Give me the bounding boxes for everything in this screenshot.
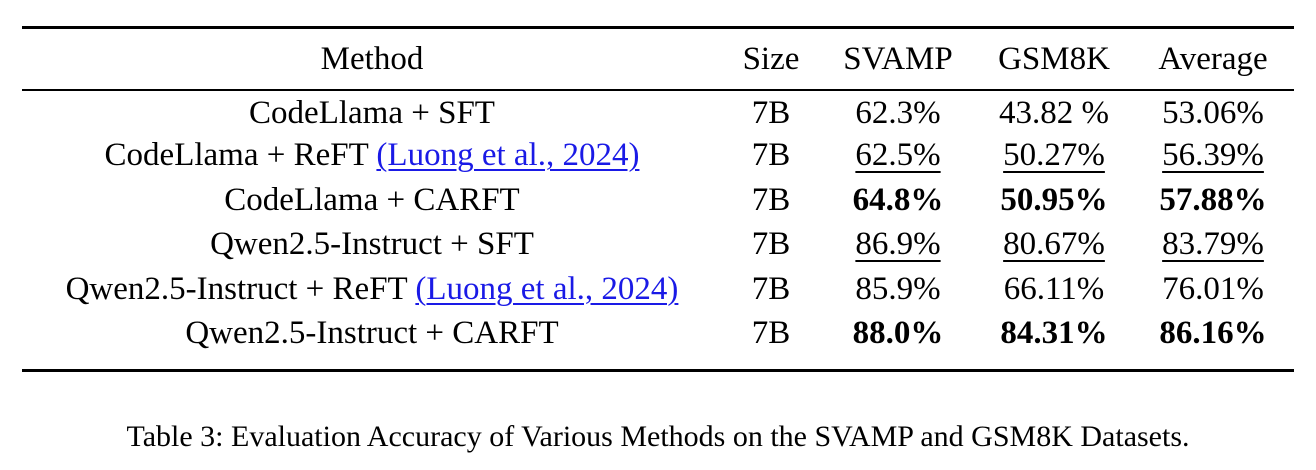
table-row: Qwen2.5-Instruct + ReFT (Luong et al., 2… [22, 267, 1294, 312]
svamp-value: 85.9% [855, 270, 941, 307]
table-header-rule [22, 89, 1294, 91]
table-caption: Table 3: Evaluation Accuracy of Various … [126, 420, 1190, 453]
citation-link[interactable]: (Luong et al., 2024) [376, 137, 640, 174]
svamp-cell: 86.9% [820, 223, 976, 268]
size-cell: 7B [751, 226, 791, 263]
gsm8k-cell: 84.31% [976, 312, 1132, 357]
table-bottom-rule [22, 369, 1294, 372]
gsm8k-cell: 66.11% [976, 267, 1132, 312]
method-name: Qwen2.5-Instruct + CARFT [185, 315, 559, 352]
table-top-rule [22, 26, 1294, 29]
svamp-cell: 62.3% [820, 89, 976, 134]
method-cell: Qwen2.5-Instruct + SFT [22, 223, 722, 268]
table-header: Method Size SVAMP GSM8K Average [22, 29, 1294, 89]
average-value: 76.01% [1162, 270, 1264, 307]
method-cell: CodeLlama + CARFT [22, 178, 722, 223]
method-name: CodeLlama + ReFT [104, 137, 369, 174]
method-name: CodeLlama + CARFT [224, 181, 520, 218]
average-value: 57.88% [1159, 181, 1267, 218]
svamp-value: 64.8% [852, 181, 944, 218]
results-table: Method Size SVAMP GSM8K Average CodeLlam… [22, 29, 1294, 356]
method-cell: Qwen2.5-Instruct + CARFT [22, 312, 722, 357]
table-body: CodeLlama + SFT 7B 62.3% 43.82 % 53.06% … [22, 89, 1294, 356]
average-value: 83.79% [1162, 226, 1264, 263]
header-method: Method [320, 40, 424, 77]
method-cell: CodeLlama + SFT [22, 89, 722, 134]
average-cell: 53.06% [1132, 89, 1294, 134]
average-value: 53.06% [1162, 94, 1264, 131]
average-cell: 83.79% [1132, 223, 1294, 268]
size-cell: 7B [751, 94, 791, 131]
gsm8k-value: 80.67% [1003, 226, 1105, 263]
header-size: Size [742, 40, 800, 77]
average-value: 86.16% [1159, 315, 1267, 352]
header-row: Method Size SVAMP GSM8K Average [22, 29, 1294, 89]
svamp-value: 62.3% [855, 94, 941, 131]
table-row: Qwen2.5-Instruct + CARFT 7B 88.0% 84.31%… [22, 312, 1294, 357]
average-value: 56.39% [1162, 137, 1264, 174]
svamp-value: 86.9% [855, 226, 941, 263]
table-row: CodeLlama + SFT 7B 62.3% 43.82 % 53.06% [22, 89, 1294, 134]
table-row: CodeLlama + ReFT (Luong et al., 2024) 7B… [22, 134, 1294, 179]
average-cell: 56.39% [1132, 134, 1294, 179]
average-cell: 76.01% [1132, 267, 1294, 312]
gsm8k-cell: 50.95% [976, 178, 1132, 223]
svamp-value: 88.0% [852, 315, 944, 352]
size-cell: 7B [751, 315, 791, 352]
gsm8k-cell: 43.82 % [976, 89, 1132, 134]
svamp-value: 62.5% [855, 137, 941, 174]
svamp-cell: 62.5% [820, 134, 976, 179]
svamp-cell: 88.0% [820, 312, 976, 357]
svamp-cell: 85.9% [820, 267, 976, 312]
svamp-cell: 64.8% [820, 178, 976, 223]
size-cell: 7B [751, 137, 791, 174]
table-row: Qwen2.5-Instruct + SFT 7B 86.9% 80.67% 8… [22, 223, 1294, 268]
method-name: Qwen2.5-Instruct + ReFT [65, 270, 408, 307]
gsm8k-value: 84.31% [1000, 315, 1108, 352]
header-average: Average [1158, 40, 1268, 77]
gsm8k-value: 50.95% [1000, 181, 1108, 218]
gsm8k-value: 50.27% [1003, 137, 1105, 174]
method-cell: Qwen2.5-Instruct + ReFT (Luong et al., 2… [22, 267, 722, 312]
method-name: Qwen2.5-Instruct + SFT [210, 226, 534, 263]
gsm8k-cell: 50.27% [976, 134, 1132, 179]
average-cell: 57.88% [1132, 178, 1294, 223]
gsm8k-cell: 80.67% [976, 223, 1132, 268]
header-svamp: SVAMP [843, 40, 953, 77]
table-row: CodeLlama + CARFT 7B 64.8% 50.95% 57.88% [22, 178, 1294, 223]
method-cell: CodeLlama + ReFT (Luong et al., 2024) [22, 134, 722, 179]
gsm8k-value: 43.82 % [999, 94, 1109, 131]
size-cell: 7B [751, 181, 791, 218]
gsm8k-value: 66.11% [1003, 270, 1105, 307]
average-cell: 86.16% [1132, 312, 1294, 357]
method-name: CodeLlama + SFT [249, 94, 495, 131]
header-gsm8k: GSM8K [998, 40, 1110, 77]
size-cell: 7B [751, 270, 791, 307]
citation-link[interactable]: (Luong et al., 2024) [415, 270, 679, 307]
